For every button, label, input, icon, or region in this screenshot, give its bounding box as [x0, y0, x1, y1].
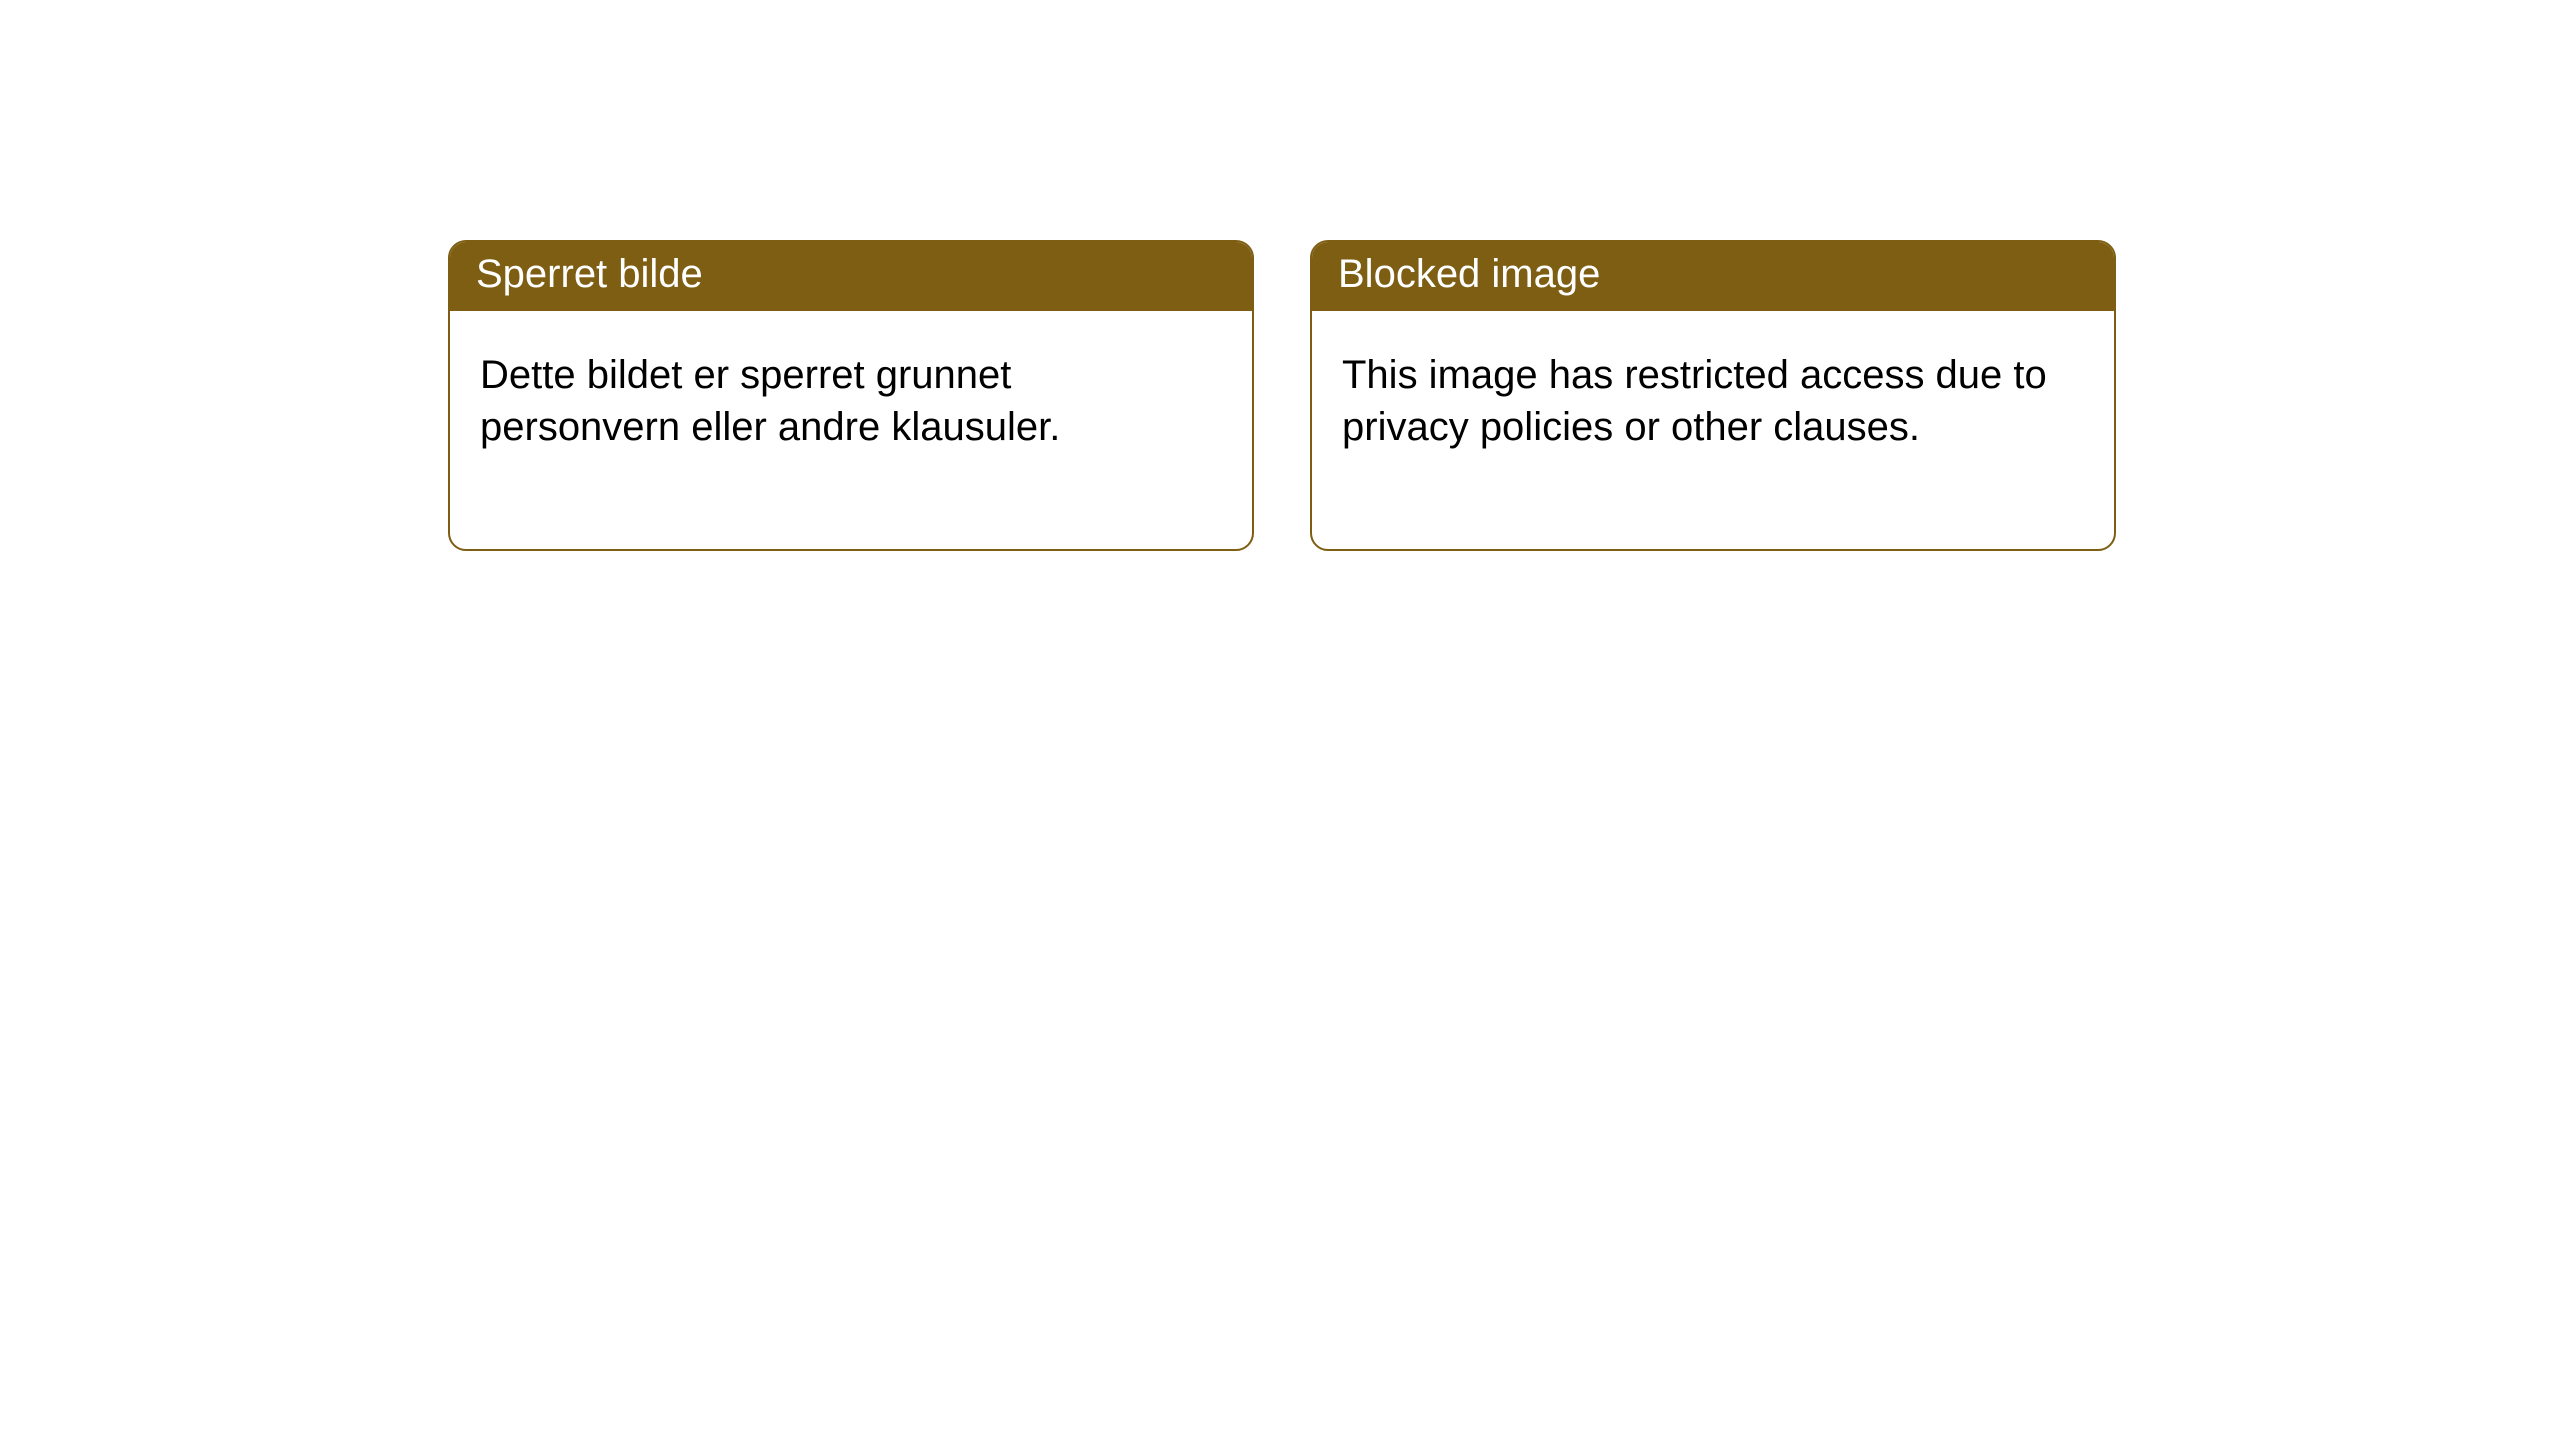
card-header-norwegian: Sperret bilde — [450, 242, 1252, 311]
card-body-english: This image has restricted access due to … — [1312, 311, 2114, 549]
blocked-image-card-norwegian: Sperret bilde Dette bildet er sperret gr… — [448, 240, 1254, 551]
card-header-english: Blocked image — [1312, 242, 2114, 311]
card-body-norwegian: Dette bildet er sperret grunnet personve… — [450, 311, 1252, 549]
notice-container: Sperret bilde Dette bildet er sperret gr… — [0, 0, 2560, 551]
blocked-image-card-english: Blocked image This image has restricted … — [1310, 240, 2116, 551]
